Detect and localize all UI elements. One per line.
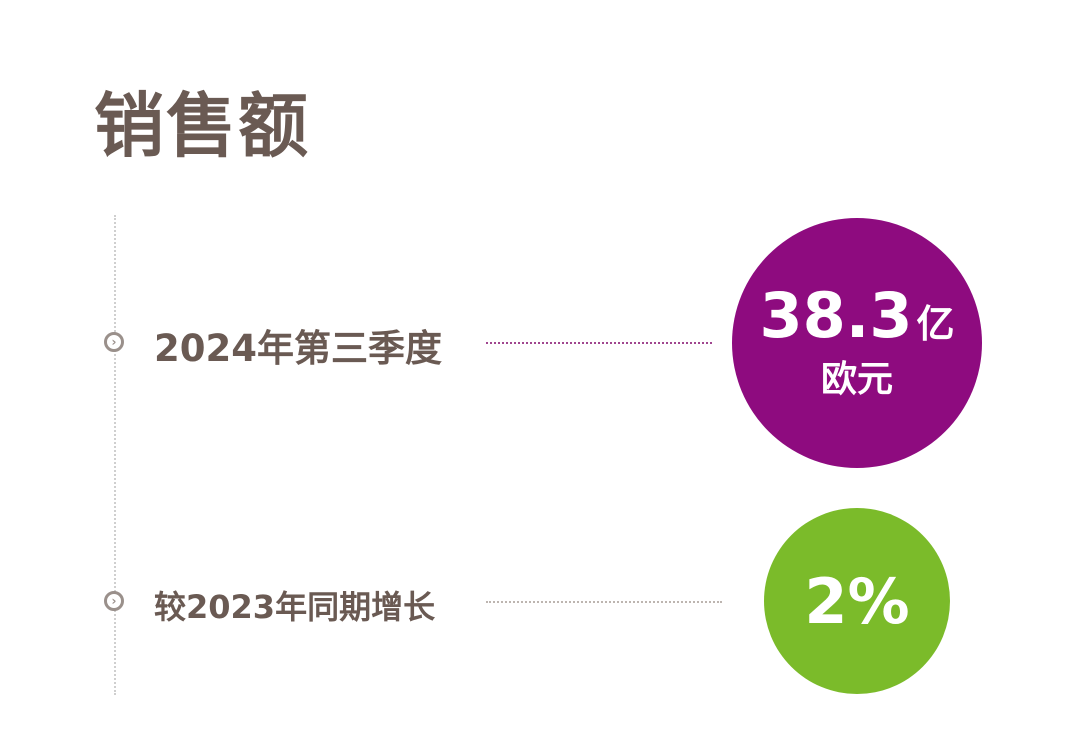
sales-value-circle: 38.3 亿 欧元 <box>732 218 982 468</box>
growth-value-circle: 2% <box>764 508 950 694</box>
chevron-right-circle-icon: › <box>104 591 124 611</box>
chevron-right-circle-icon: › <box>104 332 124 352</box>
dotted-connector <box>486 342 712 344</box>
timeline-divider <box>114 215 116 695</box>
growth-value: 2% <box>804 564 910 638</box>
sales-currency: 欧元 <box>820 358 893 400</box>
dotted-connector <box>486 601 722 603</box>
page-title: 销售额 <box>94 85 310 167</box>
sales-unit: 亿 <box>916 301 955 346</box>
sales-value: 38.3 <box>759 278 913 352</box>
row-label-growth: 较2023年同期增长 <box>154 588 436 626</box>
row-label-period: 2024年第三季度 <box>154 327 442 370</box>
